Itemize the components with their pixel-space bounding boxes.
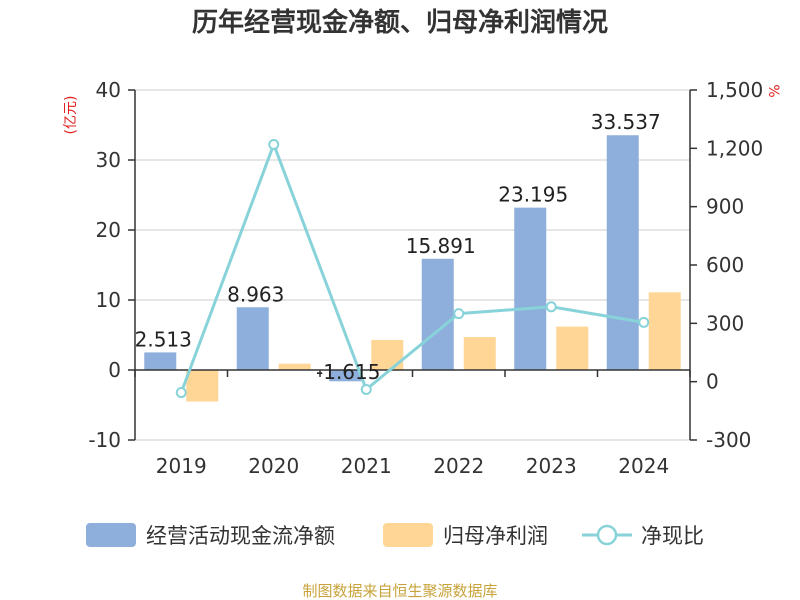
x-axis-label: 2024 (618, 454, 669, 478)
cash-flow-value-label: 23.195 (498, 183, 568, 207)
net-profit-bar (278, 363, 311, 370)
cash-flow-value-label: 33.537 (591, 110, 661, 134)
net-profit-bar (556, 326, 589, 370)
ratio-point (360, 383, 372, 395)
axes: 40 30 20 10 0 -10 1,500 1,200 900 600 300 0 -300 2019… (88, 78, 763, 478)
left-axis-tick-label: 30 (96, 148, 121, 172)
legend-label-net-profit[interactable]: 归母净利润 (443, 524, 548, 548)
legend-label-cash-flow[interactable]: 经营活动现金流净额 (146, 524, 335, 548)
right-axis-tick-label: 1,500 (706, 78, 763, 102)
right-axis-tick-label: 0 (706, 370, 719, 394)
legend-swatch-cash-flow[interactable] (86, 523, 136, 547)
cash-flow-bar (421, 258, 454, 370)
left-axis-tick-label: 10 (96, 288, 121, 312)
ratio-point (268, 138, 280, 150)
bars (144, 135, 681, 402)
cash-flow-bar (329, 370, 362, 382)
legend-swatch-net-profit[interactable] (383, 523, 433, 547)
right-axis-unit: % (765, 84, 781, 97)
cash-flow-bar (514, 207, 547, 370)
net-profit-bar (463, 337, 496, 370)
cash-flow-value-label: 8.963 (227, 282, 284, 306)
x-axis-label: 2020 (248, 454, 299, 478)
net-profit-bar (648, 292, 681, 370)
x-axis-label: 2023 (526, 454, 577, 478)
ratio-point (638, 316, 650, 328)
ratio-polyline (179, 140, 644, 394)
x-axis-label: 2022 (433, 454, 484, 478)
left-axis-tick-label: -10 (88, 428, 121, 452)
right-axis-tick-label: 1,200 (706, 136, 763, 160)
ratio-point (175, 387, 187, 399)
right-axis-tick-label: 300 (706, 311, 744, 335)
gridlines (135, 89, 690, 441)
cash-flow-bar (144, 352, 177, 370)
x-axis-label: 2021 (341, 454, 392, 478)
left-axis-tick-label: 0 (108, 358, 121, 382)
ratio-line (175, 138, 650, 399)
ratio-point (545, 301, 557, 313)
left-axis-tick-label: 20 (96, 218, 121, 242)
left-axis-tick-label: 40 (96, 78, 121, 102)
net-profit-bar (186, 370, 219, 402)
ratio-point (453, 308, 465, 320)
cash-flow-value-label: -1.615 (316, 360, 380, 384)
cash-flow-value-label: 15.891 (406, 234, 476, 258)
data-labels: 2.513 8.963 -1.615 15.891 23.195 33.537 (135, 110, 661, 384)
source-note: 制图数据来自恒生聚源数据库 (302, 582, 497, 600)
cash-flow-bar (236, 307, 269, 370)
legend-label-ratio[interactable]: 净现比 (641, 524, 704, 548)
right-axis-tick-label: -300 (706, 428, 751, 452)
x-axis-label: 2019 (156, 454, 207, 478)
right-axis-tick-label: 600 (706, 253, 744, 277)
cash-flow-bar (606, 135, 639, 370)
right-axis-tick-label: 900 (706, 195, 744, 219)
chart-title: 历年经营现金净额、归母净利润情况 (192, 7, 608, 38)
left-axis-unit: (亿元) (63, 96, 79, 135)
cash-flow-value-label: 2.513 (135, 327, 192, 351)
legend-swatch-ratio-marker[interactable] (596, 524, 618, 546)
legend[interactable]: 经营活动现金流净额 归母净利润 净现比 (86, 523, 704, 548)
